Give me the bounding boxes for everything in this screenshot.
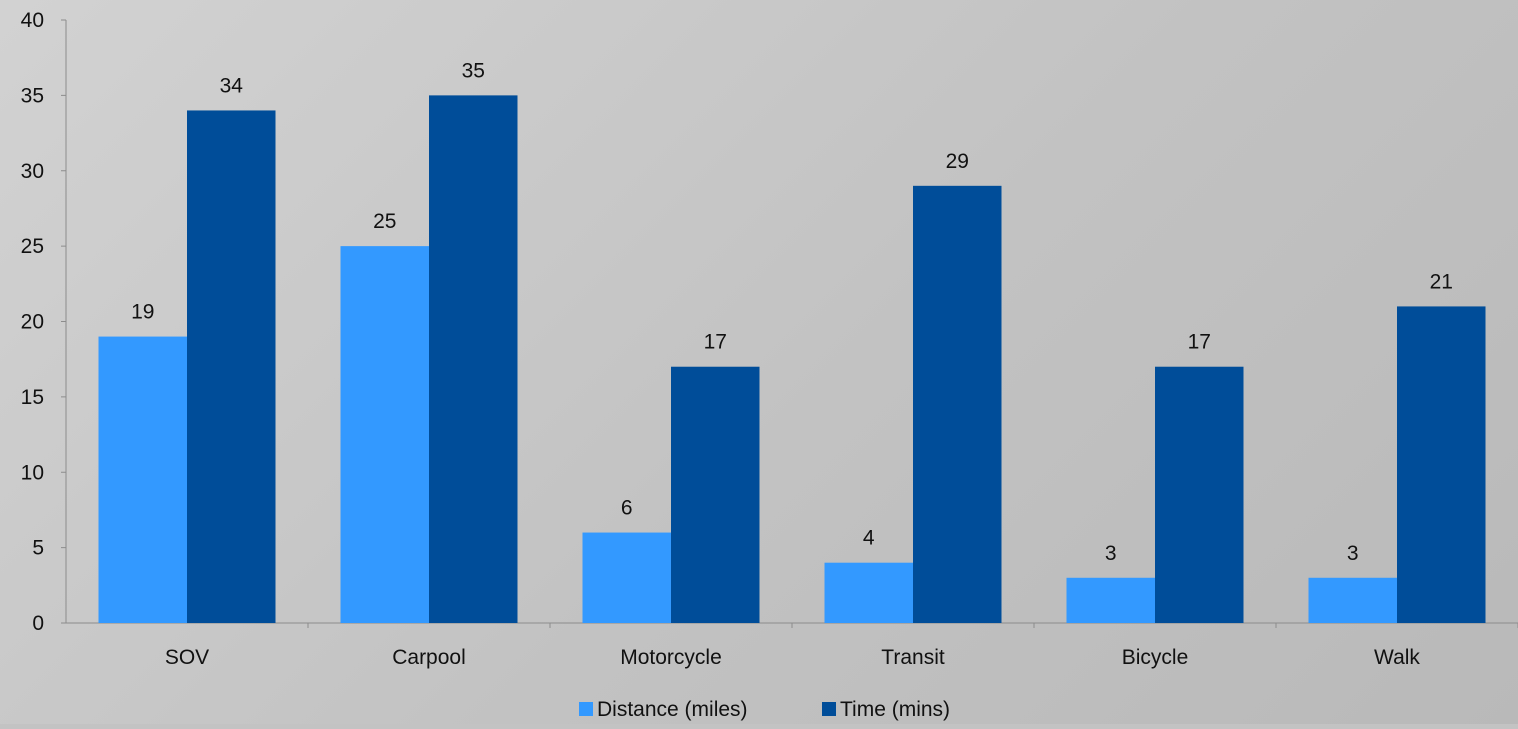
bar	[1155, 366, 1244, 623]
data-label: 19	[131, 301, 154, 324]
legend-label: Distance (miles)	[597, 698, 748, 721]
data-label: 6	[621, 497, 633, 520]
y-tick-label: 20	[21, 311, 44, 334]
bar	[1066, 577, 1155, 623]
bar	[98, 336, 187, 623]
bar	[671, 366, 760, 623]
y-tick-label: 5	[32, 537, 44, 560]
x-tick-label: Motorcycle	[620, 646, 722, 669]
bar	[340, 246, 429, 623]
data-label: 3	[1347, 542, 1359, 565]
legend-label: Time (mins)	[840, 698, 950, 721]
x-tick-label: Bicycle	[1122, 646, 1189, 669]
y-tick-label: 35	[21, 84, 44, 107]
y-tick-label: 0	[32, 612, 44, 635]
data-label: 35	[462, 59, 485, 82]
data-label: 4	[863, 527, 875, 550]
legend-swatch	[579, 702, 593, 716]
x-axis: SOV Carpool Motorcycle Transit Bicycle Walk	[66, 622, 1518, 669]
bar	[913, 185, 1002, 623]
bar	[1397, 306, 1486, 623]
x-tick-label: Transit	[881, 646, 945, 669]
bars	[98, 95, 1486, 623]
y-tick-label: 40	[21, 9, 44, 32]
x-tick-label: Carpool	[392, 646, 466, 669]
y-tick-label: 15	[21, 386, 44, 409]
y-tick-label: 30	[21, 160, 44, 183]
y-tick-label: 25	[21, 235, 44, 258]
data-label: 17	[704, 331, 727, 354]
y-axis: 0 5 10 15 20 25 30 35 40	[21, 9, 67, 635]
y-tick-label: 10	[21, 461, 44, 484]
data-label: 17	[1188, 331, 1211, 354]
x-tick-label: SOV	[165, 646, 209, 669]
bar	[1308, 577, 1397, 623]
data-label: 25	[373, 210, 396, 233]
data-label: 21	[1430, 270, 1453, 293]
bar	[187, 110, 276, 623]
legend-swatch	[822, 702, 836, 716]
data-label: 34	[220, 74, 244, 97]
bar	[582, 532, 671, 623]
bar	[824, 562, 913, 623]
bar	[429, 95, 518, 623]
x-tick-label: Walk	[1374, 646, 1420, 669]
data-label: 29	[946, 150, 969, 173]
data-label: 3	[1105, 542, 1117, 565]
legend: Distance (miles) Time (mins)	[579, 698, 950, 721]
